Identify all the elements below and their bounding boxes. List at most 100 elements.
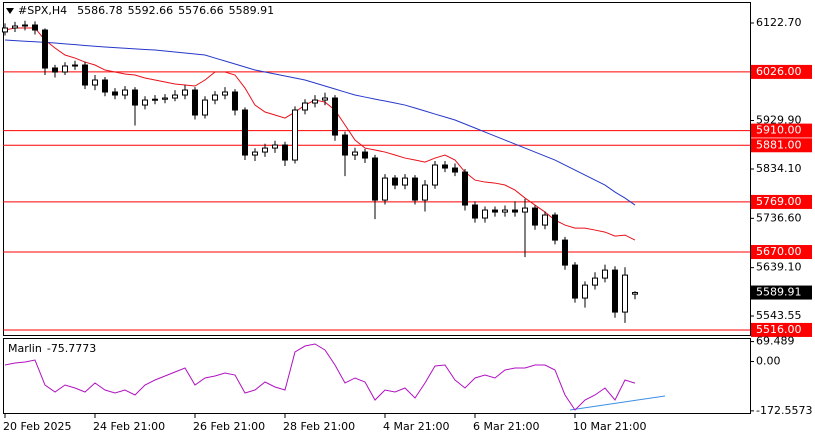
candle-body bbox=[252, 151, 258, 156]
candle-body bbox=[342, 134, 348, 156]
x-tick-label: 24 Feb 21:00 bbox=[93, 420, 165, 433]
candle-body bbox=[612, 269, 618, 313]
indicator-name: Marlin bbox=[8, 342, 42, 355]
y-tick-label: 5736.60 bbox=[756, 211, 802, 224]
indicator-line bbox=[4, 343, 636, 411]
y-tick-label: 5929.90 bbox=[756, 114, 802, 127]
candle-body bbox=[312, 99, 318, 104]
candle-body bbox=[512, 209, 518, 213]
candle-body bbox=[532, 207, 538, 226]
candle-body bbox=[432, 164, 438, 186]
candle-body bbox=[122, 89, 128, 96]
candle-body bbox=[302, 102, 308, 111]
level-label-box bbox=[751, 322, 812, 337]
candle-body bbox=[282, 144, 288, 161]
x-tick-label: 28 Feb 21:00 bbox=[283, 420, 355, 433]
moving-average-line bbox=[4, 27, 636, 241]
candle-body bbox=[452, 167, 458, 173]
candle-body bbox=[2, 27, 8, 33]
candle-body bbox=[412, 177, 418, 201]
candle-body bbox=[632, 292, 638, 295]
candle-body bbox=[62, 65, 68, 73]
candle-body bbox=[182, 89, 188, 96]
level-label-box bbox=[751, 245, 812, 260]
candle-body bbox=[562, 239, 568, 266]
level-label-box bbox=[751, 138, 812, 153]
candle-body bbox=[442, 164, 448, 169]
candle-body bbox=[522, 207, 528, 213]
candle-body bbox=[142, 99, 148, 106]
level-label-box bbox=[751, 64, 812, 79]
candle-body bbox=[112, 91, 118, 96]
candle-body bbox=[82, 64, 88, 86]
symbol-title: #SPX,H4 bbox=[18, 4, 67, 17]
candle-body bbox=[192, 89, 198, 116]
candle-body bbox=[102, 79, 108, 93]
y-tick-label: 6122.70 bbox=[756, 16, 802, 29]
candle-body bbox=[542, 214, 548, 226]
x-tick-label: 6 Mar 21:00 bbox=[473, 420, 539, 433]
y-tick-label: -172.5573 bbox=[756, 404, 812, 417]
current-price-box bbox=[751, 285, 812, 300]
candle-body bbox=[52, 67, 58, 73]
ohlc-value: 5592.66 bbox=[128, 4, 174, 17]
y-tick-label: 5834.10 bbox=[756, 162, 802, 175]
candle-body bbox=[362, 151, 368, 159]
ohlc-value: 5576.66 bbox=[178, 4, 224, 17]
indicator-label: Marlin -75.7773 bbox=[8, 342, 96, 355]
candle-body bbox=[222, 91, 228, 96]
x-tick-label: 26 Feb 21:00 bbox=[193, 420, 265, 433]
candle-body bbox=[422, 184, 428, 201]
level-label: 5881.00 bbox=[756, 138, 802, 151]
candle-body bbox=[212, 94, 218, 101]
candle-body bbox=[152, 98, 158, 101]
menu-triangle bbox=[6, 8, 14, 14]
candle-body bbox=[482, 209, 488, 219]
candle-body bbox=[12, 25, 18, 29]
current-price-label: 5589.91 bbox=[756, 286, 802, 299]
level-label: 6026.00 bbox=[756, 65, 802, 78]
candle-body bbox=[472, 204, 478, 219]
candle-body bbox=[172, 94, 178, 99]
level-label: 5910.00 bbox=[756, 124, 802, 137]
candle-body bbox=[292, 109, 298, 161]
candle-body bbox=[22, 24, 28, 27]
indicator-panel-frame bbox=[3, 338, 751, 414]
candle-body bbox=[332, 97, 338, 136]
candle-body bbox=[552, 214, 558, 241]
chart-title: #SPX,H4 5586.78 5592.66 5576.66 5589.91 bbox=[18, 4, 274, 17]
x-tick-label: 20 Feb 2025 bbox=[3, 420, 71, 433]
candle-body bbox=[262, 147, 268, 153]
candle-body bbox=[42, 29, 48, 69]
candle-body bbox=[32, 24, 38, 31]
candle-body bbox=[162, 97, 168, 100]
level-label-box bbox=[751, 123, 812, 138]
candle-body bbox=[492, 209, 498, 213]
candle-body bbox=[322, 97, 328, 101]
candle-body bbox=[602, 269, 608, 279]
candle-body bbox=[462, 171, 468, 206]
candle-body bbox=[232, 91, 238, 111]
x-tick-label: 4 Mar 21:00 bbox=[383, 420, 449, 433]
y-tick-label: 5639.10 bbox=[756, 261, 802, 274]
candle-body bbox=[72, 64, 78, 67]
moving-average-line bbox=[4, 39, 636, 206]
candle-body bbox=[352, 151, 358, 156]
candle-body bbox=[132, 89, 138, 106]
level-label-box bbox=[751, 194, 812, 209]
candle-body bbox=[582, 284, 588, 299]
candle-body bbox=[372, 157, 378, 201]
candle-body bbox=[592, 277, 598, 286]
divergence-trendline bbox=[569, 395, 666, 411]
level-label: 5516.00 bbox=[756, 323, 802, 336]
ohlc-value: 5589.91 bbox=[229, 4, 275, 17]
candle-body bbox=[272, 144, 278, 149]
candle-body bbox=[242, 109, 248, 156]
candle-body bbox=[402, 177, 408, 186]
candle-body bbox=[202, 99, 208, 116]
y-tick-label: 0.00 bbox=[756, 354, 781, 367]
candle-body bbox=[382, 177, 388, 201]
candle-body bbox=[502, 209, 508, 213]
